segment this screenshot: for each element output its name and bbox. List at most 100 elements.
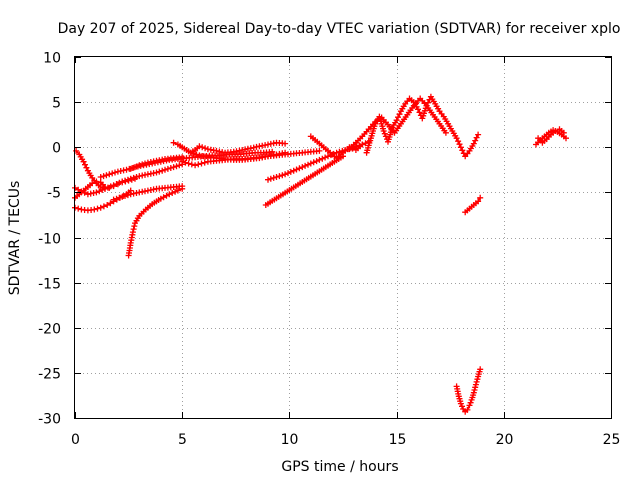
- data-point: [162, 166, 168, 173]
- data-point: [475, 131, 482, 138]
- series-arc-5: [97, 148, 276, 180]
- data-point: [359, 141, 366, 148]
- data-point: [130, 164, 137, 171]
- data-point: [464, 406, 471, 413]
- data-point: [110, 196, 117, 203]
- data-point: [456, 141, 463, 148]
- data-point: [130, 174, 137, 181]
- data-point: [282, 171, 289, 178]
- data-point: [113, 195, 120, 202]
- series-arc-7: [125, 185, 186, 259]
- data-point: [313, 158, 320, 165]
- data-point: [459, 403, 465, 410]
- data-point: [472, 137, 479, 144]
- data-point: [307, 160, 314, 167]
- data-point: [199, 144, 206, 151]
- data-point: [133, 163, 140, 170]
- series-arc-20: [535, 126, 567, 146]
- data-point: [112, 169, 118, 176]
- data-point: [93, 178, 100, 185]
- axis-ticks: 0 5 10 15 20 25 -30 -25 -20 -15 -10 -5 0 5 10: [38, 51, 620, 449]
- y-tick-label: 0: [52, 141, 61, 157]
- data-point: [322, 154, 329, 161]
- data-point: [81, 189, 88, 196]
- series-arc-11: [179, 147, 323, 169]
- data-point: [93, 189, 100, 196]
- x-tick-label: 5: [178, 432, 187, 448]
- data-point: [282, 140, 289, 147]
- data-point: [96, 188, 103, 195]
- series-arc-16: [363, 93, 482, 160]
- data-point: [107, 183, 114, 190]
- data-point: [319, 155, 326, 162]
- data-point: [310, 159, 317, 166]
- data-point: [196, 143, 203, 150]
- data-point: [279, 172, 286, 179]
- data-point: [142, 160, 148, 167]
- series-arc-6: [110, 183, 186, 203]
- data-point: [185, 160, 192, 167]
- data-point: [293, 166, 300, 173]
- data-point: [475, 198, 482, 205]
- data-point: [477, 194, 484, 201]
- y-tick-label: -5: [47, 186, 61, 202]
- data-point: [287, 168, 294, 175]
- x-tick-label: 20: [496, 432, 514, 448]
- data-point: [457, 144, 464, 151]
- series-arc-9: [170, 139, 289, 156]
- data-point: [325, 153, 331, 160]
- data-point: [285, 170, 291, 177]
- data-point: [172, 188, 179, 195]
- data-point: [129, 229, 136, 236]
- data-point: [122, 193, 128, 199]
- data-point: [153, 169, 160, 176]
- data-point: [116, 179, 123, 186]
- data-point: [270, 174, 277, 181]
- series-arc-17: [462, 194, 484, 216]
- data-point: [127, 175, 134, 182]
- data-point: [97, 174, 104, 180]
- y-tick-label: 5: [52, 96, 61, 112]
- series-arc-13: [262, 153, 346, 208]
- y-tick-label: -20: [38, 322, 61, 338]
- data-point: [190, 150, 197, 157]
- series-arc-8: [127, 154, 186, 172]
- data-point: [470, 389, 477, 396]
- data-point: [100, 203, 107, 210]
- chart-title: Day 207 of 2025, Sidereal Day-to-day VTE…: [58, 21, 621, 37]
- data-point: [139, 161, 146, 168]
- data-point: [471, 387, 478, 393]
- series-arc-18: [453, 366, 484, 415]
- data-point: [265, 176, 271, 183]
- data-point: [113, 181, 120, 187]
- data-point: [89, 180, 96, 187]
- data-point: [296, 165, 303, 172]
- data-point: [107, 200, 114, 207]
- data-point: [563, 135, 569, 142]
- data-point: [131, 223, 138, 230]
- x-axis-label: GPS time / hours: [281, 459, 398, 475]
- data-point: [305, 161, 311, 168]
- data-point: [472, 381, 479, 388]
- data-point: [442, 129, 449, 136]
- data-point: [182, 159, 189, 166]
- data-point: [94, 205, 101, 212]
- data-point: [276, 173, 283, 180]
- x-tick-label: 0: [71, 432, 80, 448]
- data-point: [156, 168, 163, 175]
- data-point: [167, 165, 174, 171]
- data-point: [133, 174, 140, 180]
- data-point: [473, 378, 480, 385]
- data-point: [166, 191, 173, 198]
- data-point: [174, 187, 181, 194]
- data-point: [299, 164, 306, 171]
- series-trace: [309, 135, 370, 159]
- data-point: [173, 163, 180, 170]
- data-point: [187, 149, 194, 156]
- data-point: [122, 177, 128, 184]
- data-point: [269, 148, 276, 155]
- data-point: [123, 166, 130, 173]
- y-tick-label: -25: [38, 367, 61, 383]
- data-point: [202, 145, 209, 152]
- data-point: [103, 172, 110, 179]
